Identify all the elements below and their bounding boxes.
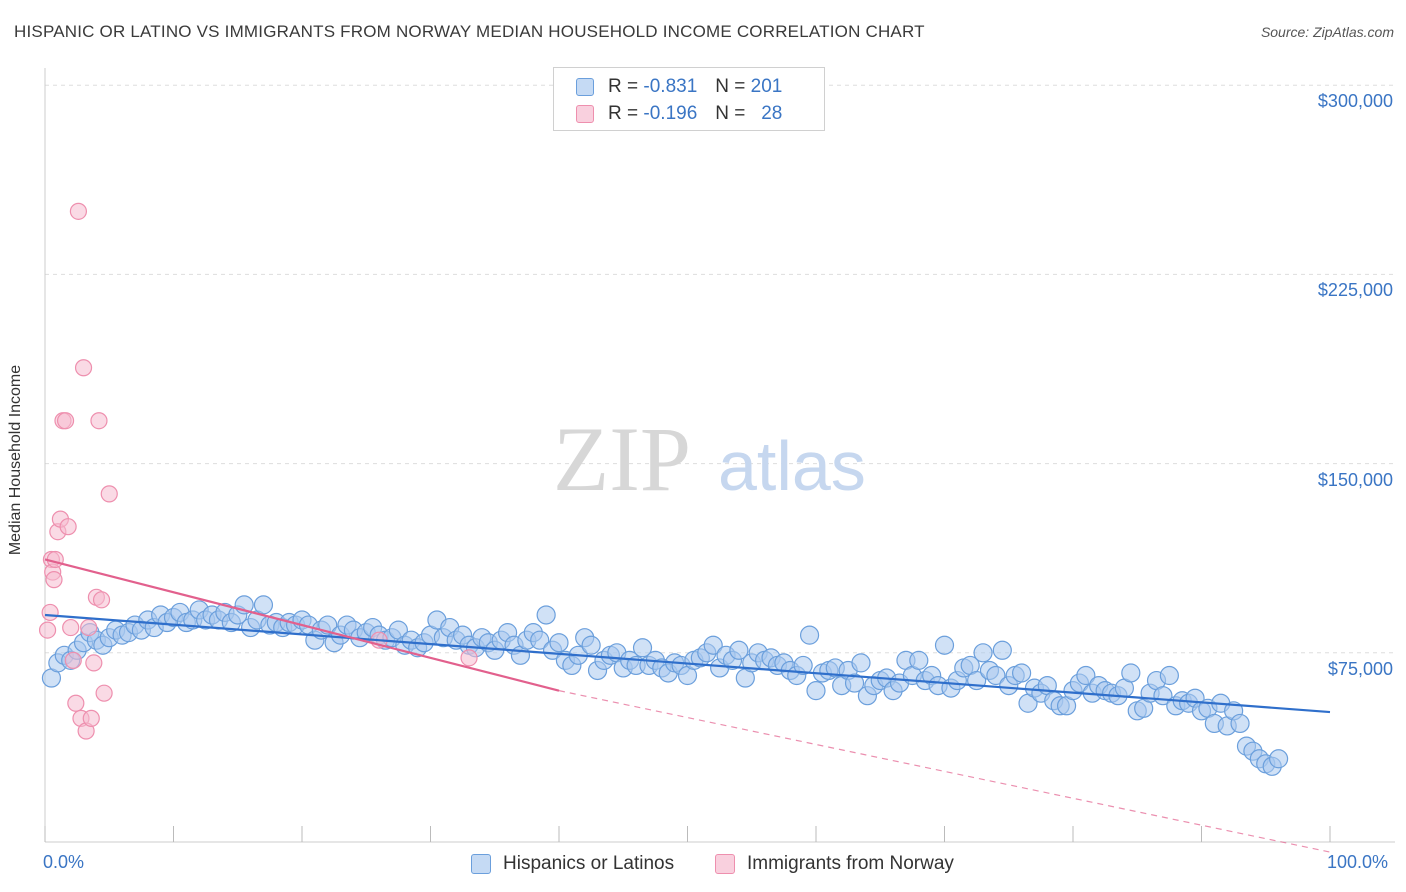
point-norway-1 (41, 603, 59, 622)
blue-legend-swatch (471, 854, 491, 874)
legend-row-hispanics: R = -0.831 N = 201 (576, 76, 782, 98)
point-norway-16 (74, 359, 93, 377)
point-hispanic-126 (851, 653, 871, 673)
point-norway-4 (45, 571, 63, 589)
trend-lines (44, 558, 1331, 853)
point-norway-14 (69, 202, 88, 220)
point-hispanic-168 (1121, 663, 1141, 683)
point-norway-25 (100, 485, 118, 503)
point-hispanic-125 (844, 673, 865, 693)
point-hispanic-135 (909, 650, 929, 670)
point-norway-24 (95, 684, 113, 702)
point-hispanic-151 (1011, 663, 1032, 683)
legend-item-hispanics: Hispanics or Latinos (471, 853, 674, 875)
point-norway-27 (460, 649, 478, 667)
series-hispanics-points (41, 595, 1289, 776)
point-hispanic-117 (793, 655, 813, 676)
point-hispanic-147 (986, 665, 1006, 686)
point-hispanic-92 (632, 638, 653, 658)
point-hispanic-77 (536, 605, 556, 625)
point-norway-18 (80, 618, 98, 637)
point-norway-23 (92, 591, 111, 609)
watermark: ZIP atlas (553, 408, 866, 510)
point-norway-19 (82, 709, 100, 727)
y-tick-label-0: $75,000 (1327, 658, 1393, 679)
gridlines (45, 84, 1395, 654)
point-norway-0 (38, 621, 57, 639)
pink-swatch (576, 105, 594, 123)
point-norway-22 (90, 412, 108, 430)
point-hispanic-76 (530, 630, 550, 650)
point-norway-20 (85, 654, 103, 672)
series-norway-points (38, 202, 478, 740)
point-norway-11 (62, 618, 80, 637)
y-tick-label-1: $150,000 (1317, 469, 1393, 490)
point-hispanic-191 (1268, 749, 1289, 769)
y-tick-label-3: $300,000 (1317, 91, 1393, 112)
x-tick-label-min: 0.0% (43, 852, 85, 872)
point-hispanic-148 (992, 640, 1012, 660)
legend-item-norway: Immigrants from Norway (715, 853, 954, 875)
point-hispanic-119 (806, 681, 826, 701)
pink-legend-swatch (715, 854, 735, 874)
correlation-legend: R = -0.831 N = 201 R = -0.196 N = 28 (553, 67, 825, 131)
point-norway-12 (64, 651, 82, 669)
point-hispanic-33 (253, 595, 274, 615)
point-hispanic-139 (934, 635, 955, 655)
point-hispanic-174 (1159, 665, 1179, 686)
legend-row-norway: R = -0.196 N = 28 (576, 103, 782, 125)
watermark-atlas: atlas (718, 427, 866, 505)
point-hispanic-107 (729, 640, 749, 660)
y-tick-label-2: $225,000 (1317, 280, 1393, 301)
point-hispanic-103 (703, 635, 723, 655)
n-value-hispanics: 201 (750, 76, 783, 97)
point-hispanic-79 (549, 633, 569, 653)
trend-hispanics (44, 613, 1331, 714)
blue-swatch (576, 78, 594, 96)
r-value-norway: -0.196 (643, 103, 698, 124)
point-norway-13 (67, 694, 85, 712)
point-hispanic-145 (973, 643, 993, 663)
watermark-zip: ZIP (553, 408, 691, 510)
x-tick-label-max: 100.0% (1327, 852, 1389, 872)
axes (44, 68, 1395, 843)
source-credit: Source: ZipAtlas.com (1260, 24, 1394, 40)
n-value-norway: 28 (761, 103, 783, 124)
point-hispanic-161 (1076, 665, 1096, 686)
point-norway-9 (56, 412, 75, 430)
point-norway-10 (59, 518, 77, 536)
point-hispanic-118 (799, 625, 820, 645)
chart-title: HISPANIC OR LATINO VS IMMIGRANTS FROM NO… (14, 22, 925, 41)
r-value-hispanics: -0.831 (643, 76, 698, 97)
point-hispanic-185 (1230, 713, 1250, 734)
point-hispanic-84 (581, 635, 601, 655)
point-norway-5 (46, 550, 64, 569)
trend-norway (44, 558, 560, 692)
